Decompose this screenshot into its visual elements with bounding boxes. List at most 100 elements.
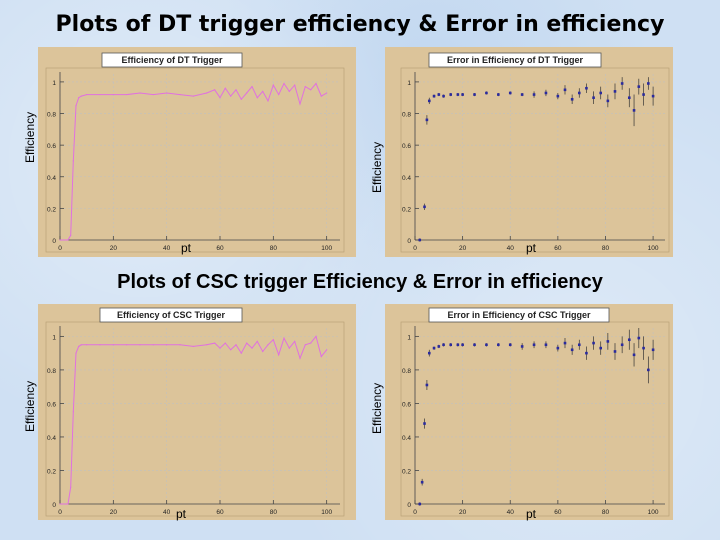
data-point: [585, 86, 588, 90]
x-tick-label: 40: [507, 245, 515, 252]
data-point: [485, 343, 488, 347]
y-tick-label: 0.2: [402, 468, 411, 475]
efficiency-point: [72, 411, 74, 413]
efficiency-point: [126, 344, 128, 346]
efficiency-point: [272, 339, 274, 341]
efficiency-point: [283, 82, 285, 85]
efficiency-point: [310, 342, 312, 344]
efficiency-point: [262, 350, 264, 353]
frame-background: [45, 321, 345, 517]
data-point: [627, 96, 631, 100]
efficiency-point: [86, 93, 88, 96]
csc-eff-xlabel: pt: [176, 507, 187, 521]
data-point: [425, 118, 429, 122]
efficiency-point: [240, 352, 242, 354]
data-point: [532, 343, 536, 347]
efficiency-point: [166, 92, 168, 94]
frame-background: [400, 67, 670, 253]
efficiency-point: [262, 90, 264, 92]
data-point: [599, 346, 603, 350]
data-point: [508, 91, 512, 95]
csc-efficiency-panel: Efficiency of CSC Trigger 0 0.2 0.4 0.6 0.8 1 0…: [38, 304, 356, 520]
data-point: [585, 351, 588, 355]
y-tick-label: 1: [407, 80, 411, 87]
efficiency-point: [112, 344, 114, 346]
data-point: [497, 93, 500, 96]
data-point: [437, 345, 441, 348]
dt-err-ylabel: Efficiency: [370, 141, 384, 193]
data-point: [577, 343, 581, 347]
efficiency-point: [112, 93, 114, 96]
data-point: [520, 93, 524, 96]
data-point: [461, 93, 464, 96]
frame-background: [45, 67, 345, 253]
efficiency-point: [206, 344, 208, 346]
dt-section-title: Plots of DT trigger efficiency & Error i…: [55, 12, 665, 37]
x-tick-label: 0: [58, 509, 62, 516]
efficiency-point: [235, 344, 237, 346]
x-tick-label: 100: [648, 509, 659, 516]
frame-background: [400, 321, 670, 517]
efficiency-point: [304, 86, 306, 88]
y-tick-label: 0.8: [402, 368, 411, 375]
data-point: [613, 350, 617, 353]
data-point: [449, 93, 453, 96]
y-tick-label: 0.4: [402, 435, 411, 442]
efficiency-point: [251, 347, 253, 349]
y-tick-label: 0: [52, 502, 56, 509]
data-point: [425, 383, 429, 387]
data-point: [647, 82, 650, 85]
data-point: [442, 94, 445, 98]
y-tick-label: 0.8: [47, 112, 56, 119]
csc-section-title: Plots of CSC trigger Efficiency & Error …: [117, 271, 603, 293]
data-point: [508, 343, 512, 347]
y-tick-label: 0: [52, 238, 56, 245]
data-point: [613, 90, 617, 93]
data-point: [427, 99, 431, 103]
efficiency-point: [315, 335, 317, 337]
chart-title: Error in Efficiency of DT Trigger: [447, 55, 584, 65]
efficiency-point: [70, 486, 72, 488]
chart-title-box: [101, 52, 243, 68]
x-tick-label: 0: [58, 245, 62, 252]
efficiency-point: [214, 89, 216, 91]
efficiency-point: [152, 93, 154, 96]
data-point: [592, 341, 595, 345]
efficiency-point: [72, 160, 74, 162]
efficiency-point: [267, 100, 269, 102]
efficiency-point: [288, 90, 290, 92]
data-point: [442, 343, 445, 347]
dt-err-xlabel: pt: [526, 241, 537, 255]
data-point: [627, 338, 631, 342]
efficiency-point: [326, 92, 328, 94]
y-tick-label: 0: [407, 238, 411, 245]
chart-title-box: [99, 307, 243, 323]
data-point: [520, 345, 524, 348]
efficiency-point: [192, 95, 194, 97]
data-point: [418, 502, 422, 506]
efficiency-point: [67, 239, 69, 241]
csc-err-xlabel: pt: [526, 507, 537, 521]
efficiency-point: [267, 344, 269, 346]
efficiency-point: [288, 347, 290, 349]
data-point: [647, 368, 650, 372]
efficiency-point: [283, 337, 285, 339]
efficiency-point: [59, 239, 61, 241]
x-tick-label: 100: [321, 245, 332, 252]
data-point: [620, 82, 624, 85]
y-tick-label: 0.2: [402, 206, 411, 213]
efficiency-point: [59, 503, 61, 505]
data-point: [651, 94, 655, 98]
csc-err-ylabel: Efficiency: [370, 382, 384, 434]
efficiency-point: [99, 93, 101, 96]
data-point: [556, 94, 560, 98]
efficiency-point: [272, 84, 274, 86]
x-tick-label: 0: [413, 509, 417, 516]
data-point: [577, 91, 581, 95]
efficiency-point: [246, 342, 248, 344]
data-point: [570, 97, 574, 101]
data-point: [642, 93, 645, 96]
data-point: [632, 353, 636, 357]
csc-eff-ylabel: Efficiency: [23, 380, 37, 432]
data-point: [606, 340, 610, 343]
